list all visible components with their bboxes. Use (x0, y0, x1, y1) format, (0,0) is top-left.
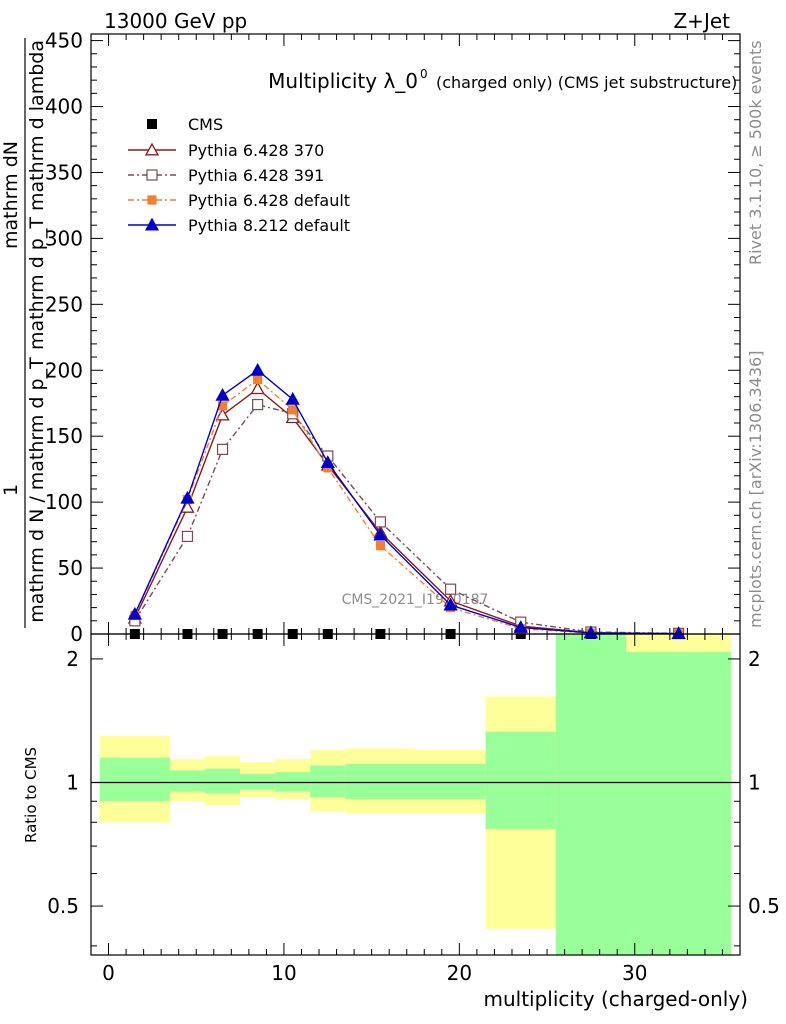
main-ytick-label: 0 (70, 622, 83, 646)
legend-label-cms: CMS (188, 115, 223, 134)
legend-label: Pythia 6.428 default (188, 191, 350, 210)
ratio-ylabel: Ratio to CMS (22, 747, 40, 843)
ratio-frame (90, 633, 741, 956)
series-marker (374, 516, 387, 528)
series-marker (375, 541, 386, 551)
ratio-ytick-label: 0.5 (47, 894, 79, 918)
series-marker (583, 625, 599, 639)
ratio-band-green (99, 757, 170, 802)
ratio-band-green (345, 763, 416, 800)
series-marker (253, 374, 263, 385)
ratio-ytick-label-right: 1 (748, 770, 761, 794)
series-marker (320, 455, 335, 469)
ratio-ytick-label: 1 (66, 770, 79, 794)
main-ytick-label: 150 (45, 424, 83, 448)
x-tick-label: 0 (102, 961, 115, 985)
series-marker (373, 527, 388, 541)
main-ytick-label: 450 (45, 29, 83, 53)
main-ytick-label: 200 (45, 358, 83, 382)
ylabel-denominator: mathrm d p_T mathrm d lambda (26, 40, 48, 350)
main-ytick-label: 100 (45, 490, 83, 514)
title-main: Multiplicity λ_0 (268, 69, 418, 93)
ratio-band-green (169, 770, 206, 792)
series-marker (127, 606, 142, 620)
legend-marker-cms (147, 119, 157, 129)
series-marker (513, 620, 528, 633)
legend-label: Pythia 6.428 391 (188, 166, 324, 185)
main-ytick-label: 400 (45, 95, 83, 119)
x-axis-label: multiplicity (charged-only) (483, 987, 748, 1011)
series-marker (216, 443, 229, 455)
main-ytick-label: 250 (45, 292, 83, 316)
plot-title: Multiplicity λ_0 0 (charged only) (CMS j… (268, 67, 737, 93)
series-marker (671, 626, 686, 640)
ratio-band-green (415, 763, 486, 800)
series-marker (181, 530, 194, 543)
rivet-label: Rivet 3.1.10, ≥ 500k events (746, 40, 765, 265)
header-left: 13000 GeV pp (104, 9, 247, 33)
series-marker (443, 597, 458, 611)
ratio-ytick-label-right: 2 (748, 647, 761, 671)
legend-label: Pythia 6.428 370 (188, 141, 324, 160)
series-marker (288, 405, 298, 415)
ratio-band-green (310, 765, 346, 798)
series-marker (215, 387, 230, 401)
ratio-band-green (275, 772, 311, 792)
ratio-band-green (240, 773, 276, 790)
series-marker (250, 362, 265, 376)
header-right: Z+Jet (673, 9, 730, 33)
series-marker (180, 500, 195, 513)
legend-marker (146, 169, 158, 181)
legend-marker (144, 217, 160, 231)
ratio-axes: 0 10 20 30 0.5 0.5 1 1 2 2 (47, 633, 780, 985)
title-superscript: 0 (420, 67, 428, 81)
main-ylabel: 1 mathrm d N / mathrm d p_T mathrm dN ma… (0, 38, 48, 628)
series-marker (215, 407, 230, 421)
main-ytick-label: 300 (45, 226, 83, 250)
series-marker (444, 583, 457, 595)
x-tick-label: 20 (447, 961, 472, 985)
ratio-bands (91, 634, 740, 955)
ratio-band-green (625, 651, 732, 955)
ylabel-prefix-num: 1 (0, 484, 22, 496)
x-tick-label: 10 (271, 961, 296, 985)
ratio-ytick-label-right: 0.5 (748, 894, 780, 918)
main-ytick-label: 350 (45, 160, 83, 184)
ratio-ytick-label: 2 (66, 647, 79, 671)
ratio-band-green (485, 731, 556, 830)
series-marker (252, 398, 264, 411)
legend-marker (147, 195, 157, 205)
ylabel-numerator: mathrm dN (0, 141, 22, 249)
series-marker (250, 381, 265, 395)
legend-label: Pythia 8.212 default (188, 216, 350, 235)
main-series (127, 362, 686, 640)
legend-marker (144, 142, 160, 156)
mcplots-label: mcplots.cern.ch [arXiv:1306.3436] (746, 351, 765, 628)
analysis-watermark: CMS_2021_I1920187 (342, 592, 489, 608)
legend: CMS Pythia 6.428 370 Pythia 6.428 391 Pythi… (128, 115, 350, 235)
ratio-band-green (555, 634, 626, 955)
series-marker (180, 490, 195, 504)
x-tick-label: 30 (622, 961, 647, 985)
ratio-band-green (205, 768, 241, 794)
series-marker (285, 391, 300, 405)
ylabel-prefix-den: mathrm d N / mathrm d p_T (26, 357, 48, 623)
main-ytick-label: 50 (58, 556, 83, 580)
title-suffix: (charged only) (CMS jet substructure) (436, 73, 737, 92)
main-axes: 0 50 100 150 200 250 300 350 400 450 (45, 29, 741, 646)
